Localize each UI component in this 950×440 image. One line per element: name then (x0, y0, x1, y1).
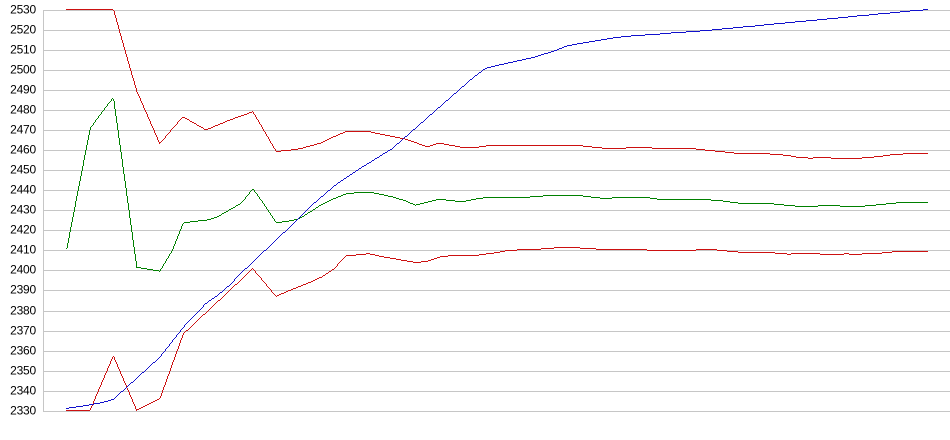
svg-text:2490: 2490 (10, 82, 36, 96)
svg-text:2410: 2410 (10, 242, 36, 256)
svg-text:2330: 2330 (10, 403, 36, 417)
svg-text:2400: 2400 (10, 262, 36, 276)
svg-text:2440: 2440 (10, 182, 36, 196)
svg-text:2350: 2350 (10, 363, 36, 377)
svg-text:2480: 2480 (10, 102, 36, 116)
svg-text:2360: 2360 (10, 343, 36, 357)
svg-text:2450: 2450 (10, 162, 36, 176)
svg-text:2380: 2380 (10, 303, 36, 317)
svg-text:2510: 2510 (10, 42, 36, 56)
svg-text:2460: 2460 (10, 142, 36, 156)
svg-text:2470: 2470 (10, 122, 36, 136)
svg-text:2500: 2500 (10, 62, 36, 76)
svg-text:2520: 2520 (10, 22, 36, 36)
svg-text:2340: 2340 (10, 383, 36, 397)
svg-text:2370: 2370 (10, 323, 36, 337)
svg-text:2390: 2390 (10, 282, 36, 296)
svg-text:2530: 2530 (10, 2, 36, 16)
svg-text:2430: 2430 (10, 202, 36, 216)
svg-text:2420: 2420 (10, 222, 36, 236)
